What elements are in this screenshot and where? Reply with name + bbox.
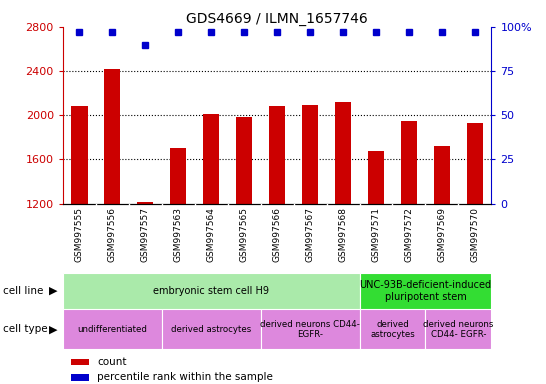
Bar <box>260 309 359 349</box>
Text: undifferentiated: undifferentiated <box>78 325 147 334</box>
Bar <box>63 273 359 309</box>
Bar <box>434 146 450 204</box>
Bar <box>467 123 483 204</box>
Bar <box>170 148 186 204</box>
Bar <box>359 273 491 309</box>
Text: cell line: cell line <box>3 286 43 296</box>
Text: GSM997555: GSM997555 <box>75 207 84 262</box>
Bar <box>63 309 162 349</box>
Bar <box>236 118 252 204</box>
Text: cell type: cell type <box>3 324 48 334</box>
Text: GSM997569: GSM997569 <box>437 207 447 262</box>
Text: GSM997570: GSM997570 <box>471 207 479 262</box>
Text: GSM997563: GSM997563 <box>174 207 183 262</box>
Text: GSM997565: GSM997565 <box>240 207 248 262</box>
Bar <box>137 202 153 204</box>
Bar <box>359 309 425 349</box>
Text: embryonic stem cell H9: embryonic stem cell H9 <box>153 286 269 296</box>
Text: GSM997557: GSM997557 <box>141 207 150 262</box>
Bar <box>335 102 351 204</box>
Text: GSM997566: GSM997566 <box>272 207 282 262</box>
Text: derived astrocytes: derived astrocytes <box>171 325 251 334</box>
Bar <box>72 359 88 365</box>
Text: GSM997556: GSM997556 <box>108 207 117 262</box>
Text: percentile rank within the sample: percentile rank within the sample <box>97 372 273 382</box>
Bar <box>104 69 121 204</box>
Bar <box>203 114 219 204</box>
Bar <box>401 121 417 204</box>
Text: UNC-93B-deficient-induced
pluripotent stem: UNC-93B-deficient-induced pluripotent st… <box>359 280 491 302</box>
Bar <box>302 105 318 204</box>
Text: GSM997572: GSM997572 <box>405 207 413 262</box>
Bar <box>72 374 88 381</box>
Text: GSM997567: GSM997567 <box>306 207 314 262</box>
Bar <box>368 151 384 204</box>
Bar <box>425 309 491 349</box>
Text: GSM997564: GSM997564 <box>206 207 216 262</box>
Text: derived neurons CD44-
EGFR-: derived neurons CD44- EGFR- <box>260 319 360 339</box>
Text: GSM997571: GSM997571 <box>371 207 381 262</box>
Title: GDS4669 / ILMN_1657746: GDS4669 / ILMN_1657746 <box>186 12 368 26</box>
Text: ▶: ▶ <box>49 286 57 296</box>
Text: ▶: ▶ <box>49 324 57 334</box>
Bar <box>269 106 286 204</box>
Text: derived
astrocytes: derived astrocytes <box>370 319 415 339</box>
Text: count: count <box>97 357 127 367</box>
Text: derived neurons
CD44- EGFR-: derived neurons CD44- EGFR- <box>423 319 494 339</box>
Text: GSM997568: GSM997568 <box>339 207 348 262</box>
Bar <box>162 309 260 349</box>
Bar <box>71 106 87 204</box>
